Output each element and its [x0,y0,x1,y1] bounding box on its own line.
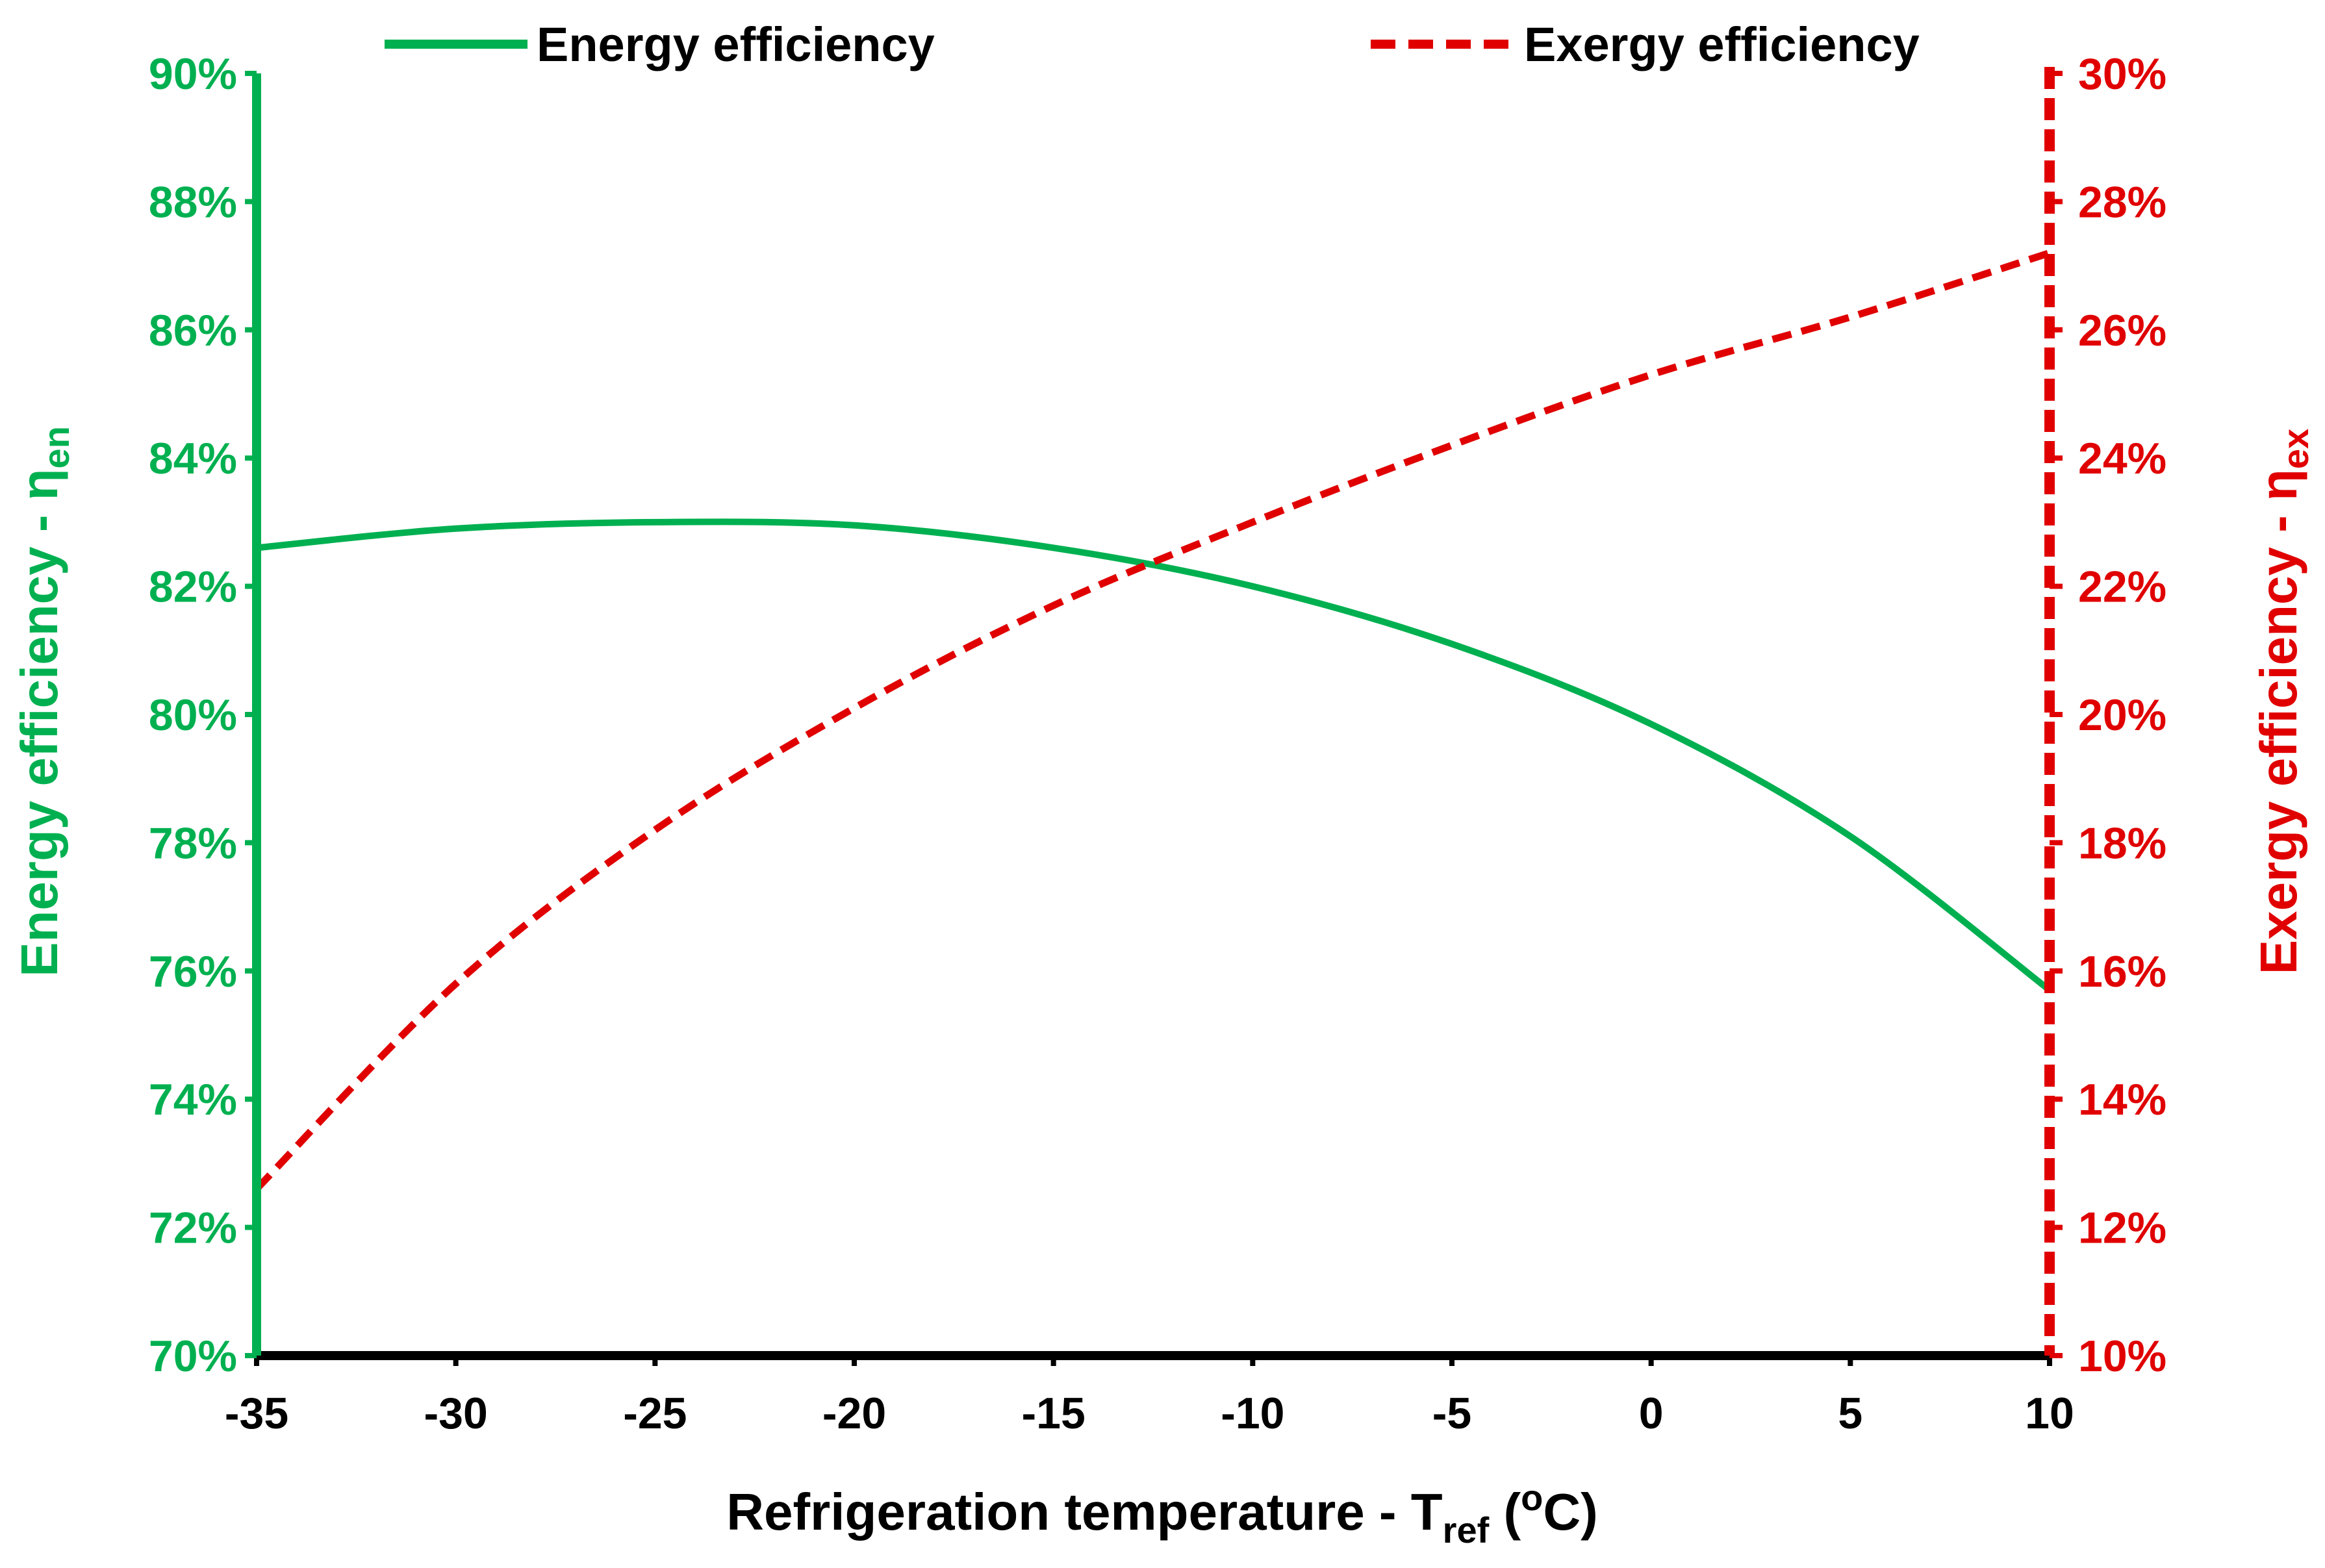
right-y-tick-label: 30% [2078,49,2166,99]
right-y-tick-label: 10% [2078,1332,2166,1381]
left-y-axis-title: Energy efficiency - ηen [10,426,77,977]
x-tick-label: -5 [1432,1389,1471,1438]
legend-exergy-label: Exergy efficiency [1524,18,1920,71]
right-y-tick-label: 12% [2078,1204,2166,1253]
right-y-tick-label: 20% [2078,690,2166,740]
left-y-tick-label: 80% [149,690,237,740]
right-y-tick-label: 24% [2078,434,2166,483]
left-y-tick-label: 78% [149,818,237,868]
left-y-tick-label: 82% [149,563,237,612]
left-y-tick-label: 70% [149,1332,237,1381]
x-tick-label: 5 [1838,1389,1862,1438]
right-y-tick-label: 16% [2078,947,2166,996]
legend-energy-label: Energy efficiency [537,18,935,71]
x-tick-label: 10 [2025,1389,2074,1438]
left-y-tick-label: 90% [149,49,237,99]
x-axis-title: Refrigeration temperature - Tref (oC) [726,1477,1598,1550]
x-tick-label: -25 [623,1389,687,1438]
right-y-axis-title: Exergy efficiency - ηex [2250,429,2316,974]
right-y-tick-label: 22% [2078,563,2166,612]
x-tick-label: 0 [1639,1389,1664,1438]
series-layer [254,249,2052,1192]
exergy-efficiency-line [254,249,2051,1192]
right-y-tick-label: 18% [2078,818,2166,868]
left-y-tick-label: 88% [149,177,237,227]
x-tick-label: -10 [1221,1389,1284,1438]
x-tick-label: -15 [1022,1389,1086,1438]
right-y-tick-label: 26% [2078,306,2166,355]
left-y-tick-label: 84% [149,434,237,483]
ticks-layer: -35 -30 -25 -20 -15 -10 -5 0 5 10 70% 72% 74% 76% 78% 8… [149,49,2166,1438]
left-y-tick-label: 74% [149,1075,237,1124]
right-y-tick-label: 14% [2078,1075,2166,1124]
left-y-tick-label: 76% [149,947,237,996]
left-y-tick-label: 72% [149,1204,237,1253]
right-y-tick-label: 28% [2078,177,2166,227]
left-y-tick-label: 86% [149,306,237,355]
axes-layer [252,67,2055,1360]
legend: Energy efficiency Exergy efficiency [385,18,1920,71]
x-tick-label: -20 [822,1389,886,1438]
x-tick-label: -30 [424,1389,488,1438]
x-tick-label: -35 [225,1389,288,1438]
energy-efficiency-line [256,518,2052,993]
